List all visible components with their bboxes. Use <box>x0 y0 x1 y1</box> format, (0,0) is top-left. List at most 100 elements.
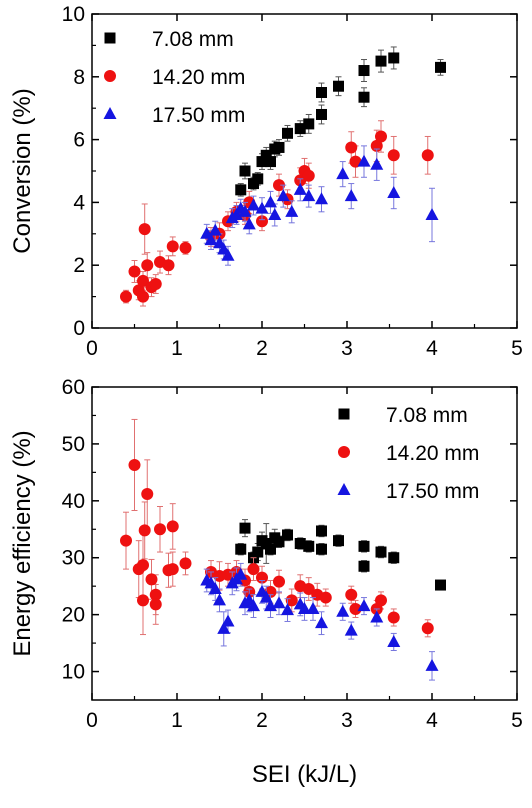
y-tick-label: 10 <box>62 3 85 26</box>
data-point <box>242 217 256 230</box>
data-point <box>387 634 401 647</box>
x-tick-label: 1 <box>171 709 183 732</box>
data-point <box>264 195 277 208</box>
data-point <box>358 540 370 552</box>
data-point <box>208 582 222 595</box>
y-tick-label: 60 <box>62 376 85 399</box>
data-point <box>141 487 154 500</box>
legend-marker <box>338 408 350 420</box>
data-point <box>234 567 248 580</box>
y-axis-title: Energy efficiency (%) <box>9 430 36 656</box>
data-point <box>145 573 158 586</box>
data-point <box>273 536 285 548</box>
data-point <box>293 182 307 195</box>
series-17-50-mm <box>200 145 439 266</box>
data-point <box>285 204 299 217</box>
data-point <box>239 165 251 177</box>
data-point <box>425 207 439 220</box>
y-tick-label: 8 <box>73 66 85 89</box>
x-tick-label: 3 <box>341 337 353 360</box>
data-point <box>252 173 264 185</box>
x-tick-label: 4 <box>426 709 438 732</box>
data-point <box>265 543 276 555</box>
data-point <box>137 559 149 572</box>
data-point <box>344 189 358 202</box>
data-point <box>179 557 192 570</box>
legend-marker <box>338 446 350 458</box>
data-point <box>387 185 401 198</box>
data-point <box>298 601 311 614</box>
legend-label: 14.20 mm <box>386 442 479 465</box>
data-point <box>357 154 371 167</box>
data-point <box>294 123 306 135</box>
data-point <box>333 535 344 547</box>
data-point <box>137 274 149 287</box>
data-point <box>166 240 179 253</box>
data-point <box>256 156 268 168</box>
data-point <box>120 534 132 547</box>
y-tick-label: 40 <box>62 490 85 513</box>
legend: 7.08 mm 14.20 mm 17.50 mm <box>103 28 245 127</box>
x-tick-label: 2 <box>256 709 268 732</box>
data-point <box>154 523 166 536</box>
data-point <box>281 603 294 616</box>
data-point <box>388 552 400 564</box>
data-point <box>303 540 315 552</box>
data-point <box>421 622 434 635</box>
legend-label: 14.20 mm <box>152 66 245 89</box>
x-tick-label: 4 <box>426 337 438 360</box>
data-point <box>260 149 272 161</box>
data-point <box>336 604 350 617</box>
data-point <box>204 233 218 246</box>
data-point <box>252 546 264 558</box>
series-7-08-mm <box>235 46 446 197</box>
data-point <box>166 563 179 576</box>
data-point <box>221 248 235 261</box>
data-point <box>282 127 293 139</box>
data-point <box>213 593 226 606</box>
data-point <box>319 591 332 604</box>
data-point <box>302 189 316 202</box>
data-point <box>235 184 247 196</box>
data-point <box>421 149 434 162</box>
data-point <box>235 543 247 555</box>
y-tick-label: 4 <box>73 191 85 214</box>
legend-marker <box>104 70 116 82</box>
data-point <box>166 520 179 533</box>
data-point <box>128 458 141 471</box>
data-point <box>344 623 358 636</box>
data-point <box>358 65 370 77</box>
data-point <box>370 610 384 623</box>
data-point <box>128 265 141 278</box>
data-point <box>149 598 162 611</box>
data-point <box>256 215 268 228</box>
legend-label: 7.08 mm <box>386 404 468 427</box>
data-point <box>149 278 162 291</box>
data-point <box>349 155 362 168</box>
data-point <box>259 590 273 603</box>
data-point <box>137 290 149 303</box>
data-point <box>388 52 400 64</box>
data-point <box>425 658 439 671</box>
y-tick-label: 30 <box>62 547 85 570</box>
data-point <box>306 601 320 614</box>
data-point <box>316 87 327 98</box>
x-axis-title: SEI (kJ/L) <box>252 761 357 788</box>
y-tick-label: 50 <box>62 433 85 456</box>
x-tick-label: 3 <box>341 709 353 732</box>
data-point <box>230 207 243 220</box>
data-point <box>358 91 370 103</box>
data-point <box>294 538 306 549</box>
data-point <box>238 204 252 217</box>
data-point <box>316 543 327 555</box>
data-point <box>302 583 315 596</box>
data-point <box>247 599 260 612</box>
data-point <box>303 118 315 130</box>
data-point <box>316 108 327 120</box>
data-point <box>272 596 286 609</box>
data-point <box>282 529 293 541</box>
data-point <box>349 602 362 615</box>
data-point <box>217 621 231 634</box>
data-point <box>285 594 298 607</box>
